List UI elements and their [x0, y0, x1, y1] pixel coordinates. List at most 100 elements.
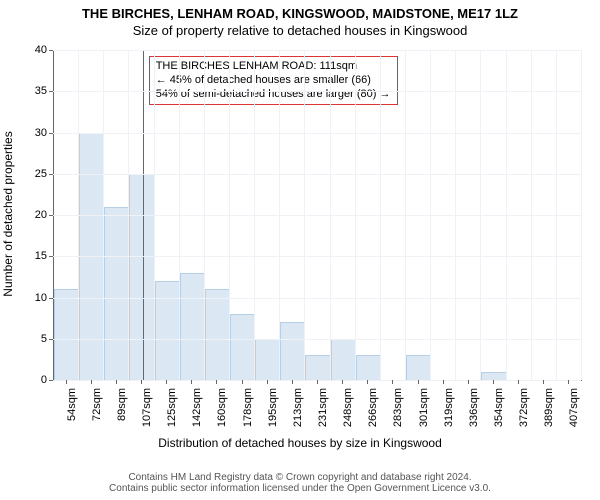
x-tick-mark [317, 380, 318, 384]
grid-line-v [556, 50, 557, 380]
x-tick-label: 319sqm [443, 388, 455, 438]
histogram-bar [481, 372, 506, 380]
x-tick-label: 213sqm [292, 388, 304, 438]
y-tick-mark [49, 174, 53, 175]
footer-line-2: Contains public sector information licen… [10, 483, 590, 494]
grid-line-h [53, 91, 581, 92]
histogram-bar [180, 273, 205, 380]
grid-line-h [53, 339, 581, 340]
x-tick-mark [66, 380, 67, 384]
grid-line-v [204, 50, 205, 380]
y-tick-mark [49, 215, 53, 216]
grid-line-v [380, 50, 381, 380]
x-tick-label: 336sqm [468, 388, 480, 438]
grid-line-v [103, 50, 104, 380]
x-tick-label: 301sqm [418, 388, 430, 438]
histogram-bar [280, 322, 305, 380]
x-tick-label: 107sqm [141, 388, 153, 438]
x-tick-mark [418, 380, 419, 384]
y-tick-mark [49, 256, 53, 257]
x-tick-label: 266sqm [367, 388, 379, 438]
histogram-bar [104, 207, 129, 380]
x-tick-label: 72sqm [91, 388, 103, 438]
x-tick-label: 125sqm [166, 388, 178, 438]
grid-line-v [506, 50, 507, 380]
histogram-bar [205, 289, 230, 380]
x-tick-label: 354sqm [493, 388, 505, 438]
x-tick-mark [141, 380, 142, 384]
grid-line-h [53, 298, 581, 299]
x-tick-label: 89sqm [116, 388, 128, 438]
x-tick-mark [342, 380, 343, 384]
x-axis-label: Distribution of detached houses by size … [0, 436, 600, 450]
grid-line-h [53, 215, 581, 216]
histogram-bar [54, 289, 79, 380]
y-tick-label: 0 [0, 374, 47, 386]
histogram-bar [406, 355, 431, 380]
x-tick-mark [493, 380, 494, 384]
x-tick-mark [166, 380, 167, 384]
histogram-bar [255, 339, 280, 380]
footer: Contains HM Land Registry data © Crown c… [0, 472, 600, 494]
grid-line-v [179, 50, 180, 380]
histogram-bar [155, 281, 180, 380]
grid-line-v [229, 50, 230, 380]
y-tick-label: 10 [0, 292, 47, 304]
x-tick-mark [242, 380, 243, 384]
x-tick-label: 283sqm [392, 388, 404, 438]
x-tick-label: 195sqm [267, 388, 279, 438]
grid-line-h [53, 256, 581, 257]
x-tick-mark [292, 380, 293, 384]
x-tick-mark [91, 380, 92, 384]
y-tick-label: 30 [0, 127, 47, 139]
grid-line-h [53, 50, 581, 51]
x-tick-mark [191, 380, 192, 384]
grid-line-v [254, 50, 255, 380]
x-tick-mark [443, 380, 444, 384]
y-tick-mark [49, 298, 53, 299]
x-tick-label: 160sqm [216, 388, 228, 438]
x-tick-label: 142sqm [191, 388, 203, 438]
chart-container: THE BIRCHES, LENHAM ROAD, KINGSWOOD, MAI… [0, 0, 600, 500]
y-tick-label: 25 [0, 168, 47, 180]
x-tick-label: 407sqm [568, 388, 580, 438]
grid-line-v [279, 50, 280, 380]
x-tick-label: 54sqm [66, 388, 78, 438]
x-tick-mark [518, 380, 519, 384]
chart-subtitle: Size of property relative to detached ho… [0, 21, 600, 38]
grid-line-v [430, 50, 431, 380]
x-tick-mark [468, 380, 469, 384]
x-tick-mark [216, 380, 217, 384]
y-tick-label: 15 [0, 250, 47, 262]
y-tick-mark [49, 133, 53, 134]
x-tick-label: 231sqm [317, 388, 329, 438]
x-tick-mark [267, 380, 268, 384]
x-tick-mark [367, 380, 368, 384]
histogram-bar [305, 355, 330, 380]
annotation-box: THE BIRCHES LENHAM ROAD: 111sqm← 45% of … [149, 56, 398, 105]
footer-line-1: Contains HM Land Registry data © Crown c… [10, 472, 590, 483]
x-tick-label: 248sqm [342, 388, 354, 438]
y-tick-label: 40 [0, 44, 47, 56]
x-tick-mark [568, 380, 569, 384]
x-tick-label: 389sqm [543, 388, 555, 438]
grid-line-v [531, 50, 532, 380]
y-tick-mark [49, 380, 53, 381]
histogram-bar [230, 314, 255, 380]
grid-line-v [128, 50, 129, 380]
y-tick-mark [49, 339, 53, 340]
grid-line-v [581, 50, 582, 380]
histogram-bar [356, 355, 381, 380]
grid-line-h [53, 133, 581, 134]
x-tick-mark [543, 380, 544, 384]
grid-line-v [480, 50, 481, 380]
x-tick-mark [392, 380, 393, 384]
y-tick-label: 35 [0, 85, 47, 97]
grid-line-v [455, 50, 456, 380]
grid-line-v [154, 50, 155, 380]
grid-line-v [355, 50, 356, 380]
x-tick-label: 372sqm [518, 388, 530, 438]
grid-line-h [53, 174, 581, 175]
chart-title: THE BIRCHES, LENHAM ROAD, KINGSWOOD, MAI… [0, 0, 600, 21]
y-tick-mark [49, 91, 53, 92]
